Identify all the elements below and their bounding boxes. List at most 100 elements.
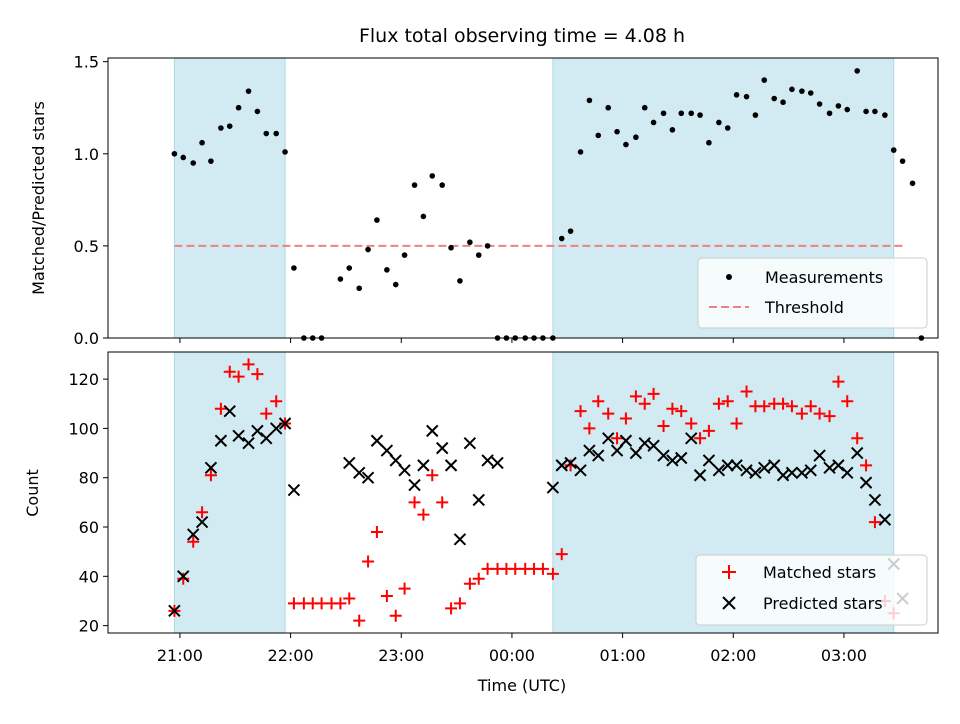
matched-star-point (232, 370, 245, 383)
predicted-star-point (204, 461, 218, 475)
predicted-star-point (343, 456, 356, 470)
measurement-point (199, 139, 205, 146)
predicted-star-point (444, 459, 458, 472)
predicted-star-point (187, 528, 200, 541)
matched-star-point (868, 516, 881, 529)
shaded-interval (173, 57, 286, 339)
matched-star-point (536, 562, 549, 575)
matched-star-point (832, 375, 845, 388)
measurement-point (577, 149, 584, 155)
matched-star-point (353, 614, 366, 627)
matched-star-point (740, 385, 753, 398)
measurement-point (872, 108, 878, 115)
measurement-point (605, 104, 612, 111)
matched-star-point (389, 609, 402, 622)
matched-star-point (334, 597, 347, 610)
shaded-interval (173, 351, 286, 634)
matched-star-point (380, 590, 393, 603)
y-axis-label-count: Count (23, 469, 42, 517)
y-axis-count: 20 40 60 80 100 120 (68, 370, 108, 636)
matched-star-point (583, 422, 596, 435)
predicted-star-point (832, 459, 845, 472)
measurement-point (633, 134, 639, 141)
matched-star-point (647, 387, 660, 400)
predicted-star-point (417, 459, 430, 472)
measurement-point (273, 130, 280, 137)
legend-label-predicted: Predicted stars (763, 594, 883, 613)
predicted-star-point (177, 570, 190, 583)
matched-star-point (177, 572, 190, 585)
measurement-point (384, 267, 390, 273)
matched-star-point (638, 397, 651, 410)
predicted-star-point (408, 478, 421, 492)
measurement-point (374, 217, 380, 223)
measurement-point (660, 110, 667, 117)
predicted-star-point (546, 481, 560, 494)
predicted-star-point (555, 459, 568, 472)
predicted-star-point (278, 417, 292, 430)
y-tick-label: 80 (79, 469, 99, 488)
matched-star-point (196, 506, 209, 519)
measurement-point (392, 281, 399, 288)
matched-star-point (204, 469, 217, 482)
x-axis-ticks-top (179, 338, 845, 343)
measurement-point (558, 235, 565, 242)
matched-star-point (675, 405, 688, 418)
predicted-star-point (592, 449, 605, 462)
predicted-star-point (758, 461, 771, 475)
predicted-star-point (361, 471, 375, 484)
measurement-point (716, 119, 722, 126)
y-axis-ratio: 0.0 0.5 1.0 1.5 (74, 53, 108, 348)
measurement-point (909, 180, 916, 187)
count-series (168, 358, 909, 627)
measurement-point (484, 243, 491, 249)
legend-marker-matched (722, 565, 736, 579)
matched-star-point (666, 402, 679, 415)
x-axis-count: 21:00 22:00 23:00 00:00 01:00 02:00 03:00 (157, 633, 867, 665)
legend-marker-predicted (722, 596, 736, 610)
legend-ratio: Measurements Threshold (697, 257, 928, 329)
measurement-point (816, 101, 823, 107)
measurement-point (282, 149, 288, 155)
x-tick-label: 01:00 (600, 646, 646, 665)
matched-star-point (841, 395, 854, 408)
matched-star-point (445, 602, 458, 615)
matched-star-point (242, 358, 255, 371)
legend-box (695, 554, 928, 626)
predicted-star-point (675, 451, 688, 465)
legend-marker-measurements (726, 274, 732, 280)
predicted-star-point (251, 424, 264, 438)
measurement-point (761, 77, 768, 83)
measurement-point (190, 160, 197, 166)
predicted-star-point (629, 446, 643, 460)
predicted-star-point (868, 493, 882, 507)
measurement-point (595, 132, 602, 139)
predicted-star-point (813, 449, 826, 462)
predicted-star-point (776, 469, 790, 482)
measurement-point (218, 125, 224, 131)
measurement-point (235, 104, 242, 111)
matched-star-point (370, 525, 383, 538)
y-tick-label: 0.5 (74, 237, 99, 256)
predicted-star-point (721, 459, 734, 472)
shaded-intervals (173, 351, 895, 634)
matched-star-point (223, 365, 236, 378)
measurement-point (890, 147, 897, 153)
x-tick-label: 03:00 (821, 646, 867, 665)
measurement-point (208, 158, 214, 164)
matched-star-point (602, 407, 615, 420)
measurement-point (467, 239, 473, 246)
matched-star-point (592, 395, 605, 408)
measurement-point (623, 141, 629, 148)
matched-star-point (730, 417, 743, 430)
matched-star-point (804, 400, 817, 413)
x-tick-label: 00:00 (489, 646, 535, 665)
measurement-point (263, 130, 270, 137)
y-tick-label: 100 (68, 419, 99, 438)
matched-star-point (795, 407, 808, 420)
predicted-star-point (380, 444, 394, 457)
predicted-star-point (602, 432, 615, 445)
predicted-star-point (370, 434, 384, 447)
matched-star-point (408, 496, 421, 509)
measurement-point (826, 110, 833, 117)
